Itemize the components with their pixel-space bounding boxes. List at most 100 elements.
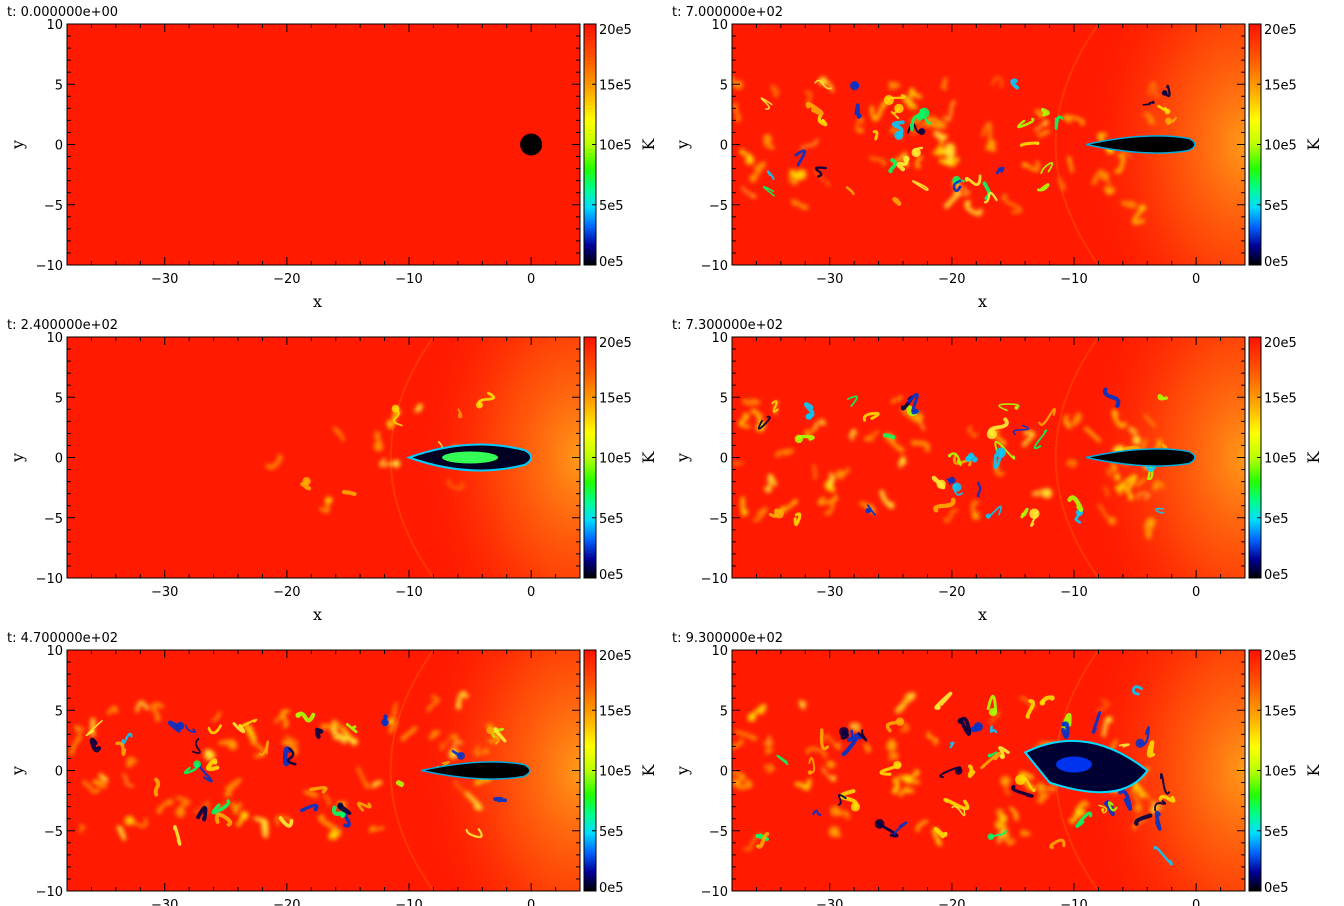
x-tick-label: −10 (1060, 898, 1087, 906)
vortex-blob (803, 204, 809, 210)
vortex-blob (887, 502, 895, 509)
vortex-blob (796, 169, 807, 180)
vortex-filament (1137, 492, 1150, 500)
y-tick-label: −10 (701, 885, 728, 900)
vortex-filament (493, 796, 508, 803)
heatmap-area (67, 24, 580, 265)
vortex-filament (1012, 424, 1030, 436)
vortex-blob (749, 174, 758, 183)
vortex-filament (191, 738, 201, 754)
vortex-blob (792, 499, 798, 504)
colorbar-tick-label: 10e5 (1264, 452, 1297, 467)
x-tick-label: −10 (1060, 272, 1087, 287)
vortex-filament (258, 740, 269, 756)
colorbar-tick-label: 20e5 (1264, 649, 1297, 664)
vortex-blob (965, 455, 972, 462)
colorbar-tick-label: 0e5 (599, 881, 624, 896)
vortex-blob (175, 807, 186, 818)
vortex-filament (981, 121, 992, 142)
vortex-blob (391, 404, 400, 413)
heatmap-area (732, 337, 1245, 578)
vortex-filament (207, 724, 222, 735)
x-tick-label: −10 (1060, 585, 1087, 600)
vortex-blob (764, 486, 768, 491)
vortex-blob (1038, 112, 1045, 119)
y-tick-label: −10 (701, 572, 728, 587)
vortex-filament (1075, 811, 1093, 828)
y-tick-label: −5 (44, 825, 63, 840)
colorbar-tick-label: 20e5 (1264, 336, 1297, 351)
bow-shock (1080, 650, 1245, 891)
vortex-filament (323, 793, 331, 806)
vortex-filament (888, 158, 898, 174)
vortex-blob (858, 127, 864, 134)
vortex-blob (239, 811, 249, 820)
y-tick-label: 10 (46, 331, 63, 346)
vortex-filament (1033, 429, 1048, 450)
y-tick-label: 0 (55, 139, 63, 154)
vortex-filament (1001, 194, 1022, 214)
y-tick-label: 10 (711, 18, 728, 33)
vortex-filament (346, 723, 358, 734)
vortex-blob (1014, 405, 1019, 410)
colorbar-tick-label: 20e5 (599, 336, 632, 351)
cloud-interior (1056, 756, 1092, 773)
vortex-blob (745, 155, 755, 165)
vortex-filament (1063, 414, 1072, 430)
vortex-blob (886, 742, 896, 752)
vortex-filament (907, 392, 919, 415)
vortex-blob (805, 413, 813, 420)
panel-title: t: 4.700000e+02 (7, 631, 118, 646)
vortex-blob (457, 751, 465, 760)
vortex-filament (738, 412, 751, 428)
vortex-blob (225, 791, 232, 798)
cloud-head (1086, 448, 1196, 467)
vortex-blob (865, 748, 870, 753)
colorbar-label: K (1304, 763, 1323, 776)
vortex-filament (1011, 784, 1034, 798)
vortex-filament (734, 779, 753, 790)
vortex-blob (944, 832, 948, 836)
vortex-filament (284, 734, 299, 745)
wake-glow (732, 395, 1165, 540)
vortex-filament (371, 780, 383, 789)
y-tick-label: 5 (720, 78, 728, 93)
vortex-filament (1111, 409, 1127, 428)
vortex-blob (919, 107, 930, 119)
vortex-filament (966, 452, 978, 463)
vortex-filament (872, 130, 879, 141)
vortex-blob (792, 179, 798, 186)
x-axis-label: x (978, 605, 987, 624)
vortex-filament (1058, 177, 1066, 191)
panel-title: t: 7.000000e+02 (672, 5, 783, 20)
vortex-blob (830, 805, 841, 817)
vortex-filament (153, 777, 161, 797)
vortex-filament (824, 498, 835, 516)
vortex-filament (958, 716, 972, 736)
colorbar-tick-label: 20e5 (599, 23, 632, 38)
vortex-blob (1000, 775, 1011, 787)
vortex-filament (762, 186, 775, 197)
vortex-filament (314, 727, 324, 739)
vortex-filament (882, 433, 896, 440)
x-tick-label: −20 (938, 585, 965, 600)
vortex-blob (957, 718, 964, 724)
vortex-filament (857, 729, 868, 742)
vortex-filament (740, 496, 749, 517)
vortex-blob (999, 753, 1006, 760)
vortex-filament (1019, 696, 1036, 709)
vortex-filament (926, 731, 938, 746)
y-tick-label: −5 (709, 512, 728, 527)
y-axis-label: y (8, 140, 27, 150)
vortex-blob (451, 733, 458, 741)
vortex-filament (1025, 699, 1035, 719)
colorbar-tick-label: 0e5 (1264, 255, 1289, 270)
panel-4: t: 7.300000e+02 −30 −20 −10 0 10 5 0 −5 −10 x y 20e5… (672, 318, 1323, 624)
vortex-blob (828, 826, 840, 838)
vortex-blob (883, 94, 894, 106)
vortex-filament (800, 138, 819, 150)
vortex-filament (845, 186, 855, 196)
vortex-blob (1108, 516, 1117, 526)
shock-front (1054, 337, 1100, 578)
